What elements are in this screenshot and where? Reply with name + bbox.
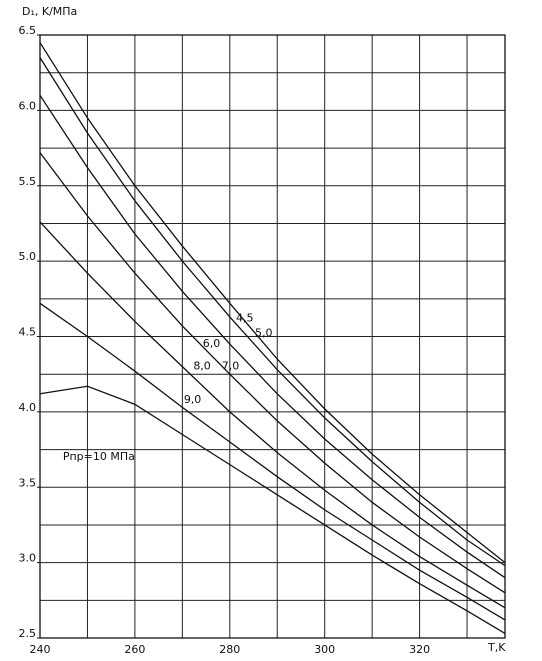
curve <box>39 42 506 564</box>
curve-label: 5,0 <box>255 326 273 339</box>
y-tick-label: 4.5 <box>19 326 37 339</box>
curve-label: 9,0 <box>184 393 202 406</box>
y-tick-label: 6.5 <box>19 24 37 37</box>
y-tick-label: 2.5 <box>19 627 37 640</box>
x-tick-label: 280 <box>219 643 240 656</box>
curve-label: Pпр=10 MПа <box>63 450 135 463</box>
x-tick-label: 320 <box>409 643 430 656</box>
curve-label: 6,0 <box>203 337 221 350</box>
y-tick-label: 3.5 <box>19 476 37 489</box>
y-tick-label: 6.0 <box>19 99 37 112</box>
curve <box>39 221 506 609</box>
curve <box>39 385 506 635</box>
x-axis-label: T,K <box>487 641 506 654</box>
y-axis-label: D₁, K/MПа <box>22 5 77 18</box>
y-tick-label: 3.0 <box>19 552 37 565</box>
curve <box>39 152 506 594</box>
curve-label: 8,0 <box>193 360 211 373</box>
curve <box>39 57 506 567</box>
x-tick-label: 260 <box>124 643 145 656</box>
curve-label: 7,0 <box>222 360 240 373</box>
x-tick-label: 240 <box>30 643 51 656</box>
y-tick-label: 4.0 <box>19 401 37 414</box>
x-tick-label: 300 <box>314 643 335 656</box>
curve <box>39 94 506 579</box>
y-tick-label: 5.0 <box>19 250 37 263</box>
curve-label: 4,5 <box>236 311 254 324</box>
curve <box>39 302 506 621</box>
y-tick-label: 5.5 <box>19 175 37 188</box>
